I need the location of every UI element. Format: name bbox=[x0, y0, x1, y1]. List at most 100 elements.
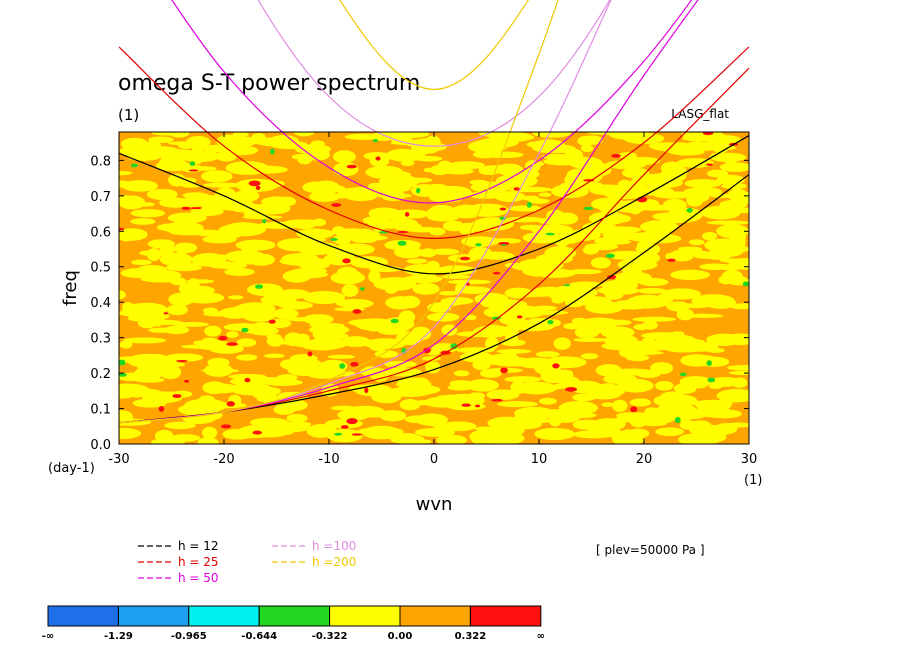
field-patch-yellow bbox=[453, 370, 470, 377]
field-patch-yellow bbox=[296, 228, 335, 239]
field-patch-red bbox=[268, 319, 276, 324]
field-patch-yellow bbox=[581, 161, 606, 169]
field-patch-yellow bbox=[637, 287, 667, 294]
field-patch-red bbox=[500, 367, 508, 374]
field-patch-yellow bbox=[629, 416, 647, 428]
field-patch-yellow bbox=[726, 364, 749, 371]
field-patch-yellow bbox=[244, 377, 285, 382]
field-patch-yellow bbox=[368, 338, 389, 352]
y-tick-label: 0.2 bbox=[90, 367, 111, 382]
field-patch-yellow bbox=[242, 310, 276, 322]
field-patch-red bbox=[351, 433, 363, 436]
field-patch-yellow bbox=[119, 180, 131, 188]
field-patch-yellow bbox=[203, 311, 236, 317]
colorbar-cell bbox=[188, 605, 260, 627]
field-patch-yellow bbox=[481, 325, 511, 335]
field-patch-red bbox=[346, 164, 357, 169]
field-patch-red bbox=[163, 312, 168, 315]
field-patch-yellow bbox=[573, 408, 588, 418]
field-patch-yellow bbox=[237, 137, 255, 147]
field-patch-yellow bbox=[688, 239, 705, 246]
field-patch-yellow bbox=[333, 243, 375, 256]
field-patch-yellow bbox=[159, 252, 193, 267]
field-patch-yellow bbox=[254, 386, 282, 396]
field-patch-red bbox=[342, 258, 351, 264]
field-patch-yellow bbox=[590, 257, 611, 269]
field-patch-yellow bbox=[706, 220, 749, 225]
field-patch-yellow bbox=[368, 207, 401, 220]
y-unit-label: (day-1) bbox=[48, 461, 95, 476]
field-patch-yellow bbox=[571, 317, 587, 324]
field-patch-yellow bbox=[480, 297, 497, 308]
field-patch-yellow bbox=[390, 133, 413, 145]
field-patch-yellow bbox=[200, 368, 239, 373]
field-patch-yellow bbox=[709, 152, 747, 162]
field-patch-yellow bbox=[119, 290, 126, 300]
field-patch-yellow bbox=[185, 279, 215, 284]
field-patch-green bbox=[707, 377, 716, 383]
field-patch-red bbox=[248, 180, 261, 187]
field-patch-yellow bbox=[414, 427, 456, 437]
field-patch-yellow bbox=[156, 223, 189, 232]
field-patch-yellow bbox=[412, 282, 440, 295]
field-patch-yellow bbox=[510, 381, 526, 395]
y-tick-label: 0.1 bbox=[90, 403, 111, 418]
field-patch-red bbox=[397, 230, 409, 234]
legend-label: h =200 bbox=[312, 555, 356, 569]
field-patch-yellow bbox=[380, 190, 406, 202]
field-patch-green bbox=[547, 319, 554, 325]
field-patch-yellow bbox=[548, 292, 574, 300]
field-patch-yellow bbox=[138, 359, 180, 370]
field-patch-yellow bbox=[582, 245, 599, 255]
field-patch-yellow bbox=[348, 300, 372, 309]
field-patch-yellow bbox=[483, 359, 508, 366]
field-patch-green bbox=[255, 284, 264, 289]
field-patch-green bbox=[330, 238, 338, 241]
field-patch-green bbox=[563, 284, 571, 287]
field-patch-yellow bbox=[450, 204, 482, 219]
field-patch-yellow bbox=[647, 173, 683, 181]
field-patch-red bbox=[252, 430, 262, 435]
field-patch-yellow bbox=[130, 218, 156, 225]
field-patch-yellow bbox=[141, 311, 162, 317]
field-patch-yellow bbox=[705, 251, 732, 260]
field-patch-yellow bbox=[728, 303, 749, 310]
field-patch-green bbox=[742, 281, 749, 287]
field-patch-red bbox=[188, 169, 199, 172]
field-patch-yellow bbox=[580, 144, 594, 153]
field-patch-yellow bbox=[390, 209, 430, 219]
y-tick-label: 0.3 bbox=[90, 332, 111, 347]
field-patch-yellow bbox=[644, 407, 660, 415]
field-patch-red bbox=[244, 377, 251, 383]
field-patch-yellow bbox=[330, 271, 365, 285]
field-patch-red bbox=[404, 211, 410, 217]
field-patch-yellow bbox=[719, 162, 749, 172]
field-patch-yellow bbox=[479, 369, 502, 378]
field-patch-yellow bbox=[673, 383, 697, 394]
field-patch-yellow bbox=[684, 179, 722, 188]
field-patch-green bbox=[339, 363, 346, 369]
field-patch-green bbox=[545, 232, 555, 236]
field-patch-yellow bbox=[403, 274, 443, 284]
field-patch-yellow bbox=[367, 182, 385, 190]
field-patch-yellow bbox=[363, 426, 404, 437]
field-patch-yellow bbox=[130, 259, 152, 266]
field-patch-yellow bbox=[350, 256, 388, 269]
field-patch-yellow bbox=[278, 301, 314, 310]
field-patch-yellow bbox=[425, 260, 440, 271]
field-patch-yellow bbox=[200, 170, 233, 183]
field-patch-yellow bbox=[297, 242, 334, 256]
field-patch-red bbox=[119, 227, 125, 231]
field-patch-yellow bbox=[405, 332, 429, 337]
field-patch-yellow bbox=[540, 369, 567, 384]
field-patch-yellow bbox=[482, 151, 524, 159]
x-axis-label: wvn bbox=[416, 494, 453, 515]
field-patch-yellow bbox=[629, 398, 652, 407]
field-patch-yellow bbox=[228, 295, 244, 300]
field-patch-yellow bbox=[526, 141, 542, 148]
field-patch-yellow bbox=[384, 284, 398, 294]
field-patch-yellow bbox=[309, 191, 340, 202]
colorbar-cell bbox=[117, 605, 190, 627]
field-patch-red bbox=[459, 256, 471, 261]
x-tick-label: 10 bbox=[531, 452, 548, 467]
